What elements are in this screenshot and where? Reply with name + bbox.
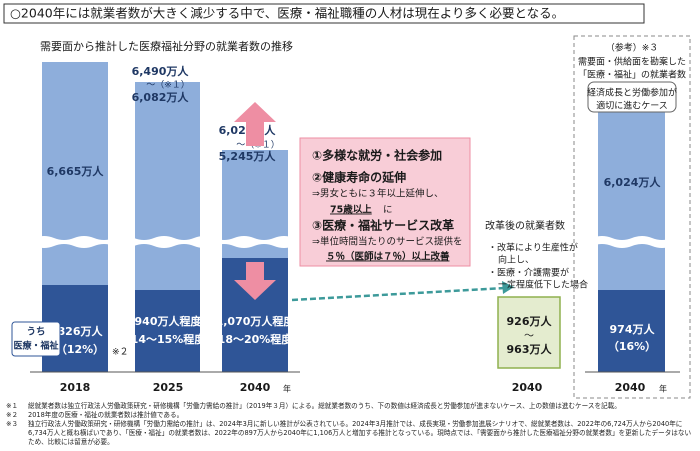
- bar-total: [598, 110, 665, 290]
- title: ○2040年には就業者数が大きく減少する中で、医療・福祉職種の人材は現在より多く…: [10, 6, 564, 21]
- down-arrow: [234, 262, 276, 300]
- condition: ・改革により生産性が: [488, 242, 578, 254]
- chart-title: 需要面から推計した医療福祉分野の就業者数の推移: [40, 39, 293, 53]
- up-arrow: [234, 102, 276, 146]
- reform-detail: ⇒男女ともに３年以上延伸し、: [312, 188, 443, 200]
- legend-label: 医療・福祉: [13, 340, 58, 352]
- footnote: ※２ 2018年度の医療・福祉の就業者数は推計値である。: [6, 411, 694, 420]
- case-line: 適切に進むケース: [596, 100, 668, 112]
- bar-medical: [598, 290, 665, 372]
- condition: 向上し、: [498, 254, 534, 266]
- footnote-text: 総就業者数は独立行政法人労働政策研究・研修機構「労働力需給の推計」（2019年３…: [28, 402, 621, 410]
- reference-box: [573, 35, 691, 399]
- condition: 一定程度低下した場合: [498, 279, 588, 291]
- medical-label: 974万人: [610, 322, 656, 336]
- legend-label: うち: [26, 327, 45, 338]
- reform-detail: に: [383, 205, 393, 216]
- footnote-mark: ※１: [6, 402, 19, 410]
- legend-box: [11, 321, 61, 357]
- medical-label: 1,070万人程度: [216, 314, 296, 328]
- total-label: 6,665万人: [47, 164, 105, 178]
- share-label: （16%）: [608, 340, 656, 353]
- after-box: [497, 296, 561, 369]
- after-tilde: ～: [524, 331, 534, 342]
- case-box: [587, 81, 677, 113]
- footnote-text: 独立行政法人労働政策研究・研修機構「労働力需給の推計」は、2024年3月に新しい…: [28, 420, 692, 446]
- year-label: 2040: [512, 381, 543, 394]
- reform-item: ①多様な就労・社会参加: [312, 148, 442, 163]
- reform-item: ②健康寿命の延伸: [312, 170, 406, 185]
- reform-target: ５％（医師は７％）以上改善: [326, 251, 450, 263]
- title-box: [3, 3, 645, 24]
- footnotes: ※１ 総就業者数は独立行政法人労働政策研究・研修機構「労働力需給の推計」（2019…: [6, 402, 694, 447]
- after-high: 963万人: [507, 342, 553, 356]
- reform-detail: ⇒単位時間当たりのサービス提供を: [312, 236, 462, 248]
- bar-medical: [135, 290, 200, 372]
- reference-line: 「医療・福祉」の就業者数: [578, 69, 686, 81]
- note-mark: ※２: [112, 348, 129, 358]
- reform-item: ③医療・福祉サービス改革: [312, 218, 454, 233]
- footnote: ※３ 独立行政法人労働政策研究・研修機構「労働力需給の推計」は、2024年3月に新…: [6, 420, 694, 447]
- axis-break: [592, 236, 672, 248]
- medical-label: 940万人程度: [135, 314, 203, 328]
- footnote-text: 2018年度の医療・福祉の就業者数は推計値である。: [28, 411, 184, 419]
- footnote-mark: ※３: [6, 420, 19, 428]
- footnote-mark: ※２: [6, 411, 19, 419]
- share-label: （12%）: [56, 343, 104, 356]
- total-label: 6,082万人: [132, 90, 190, 104]
- range-note: ～（※１）: [146, 80, 190, 91]
- share-label: （14～15%程度）: [120, 332, 217, 346]
- reference-line: 需要面・供給面を勘案した: [578, 56, 686, 68]
- reform-target: 75歳以上: [330, 204, 372, 216]
- year-label: 2018: [60, 381, 91, 394]
- total-label: 6,490万人: [132, 64, 190, 78]
- total-label: 5,245万人: [219, 149, 277, 163]
- bar-total: [135, 82, 200, 290]
- year-label: 2040: [615, 381, 646, 394]
- connector-head: [502, 281, 514, 294]
- axis-break: [34, 236, 314, 248]
- reference-heading: （参考）※３: [606, 42, 659, 54]
- share-label: （18～20%程度）: [207, 332, 304, 346]
- medical-label: 826万人: [58, 324, 104, 338]
- year-unit: 年: [659, 384, 667, 394]
- after-low: 926万人: [507, 314, 553, 328]
- total-label: 6,024万人: [604, 175, 662, 189]
- reform-box: [299, 137, 471, 267]
- figure: ○2040年には就業者数が大きく減少する中で、医療・福祉職種の人材は現在より多く…: [3, 3, 691, 399]
- year-unit: 年: [283, 384, 291, 394]
- condition: ・医療・介護需要が: [488, 267, 569, 279]
- case-line: 経済成長と労働参加が: [587, 87, 677, 99]
- connector: [291, 286, 506, 302]
- after-title: 改革後の就業者数: [485, 219, 565, 232]
- bar-total: [42, 62, 108, 285]
- year-label: 2040: [240, 381, 271, 394]
- year-label: 2025: [153, 381, 184, 394]
- footnote: ※１ 総就業者数は独立行政法人労働政策研究・研修機構「労働力需給の推計」（2019…: [6, 402, 694, 411]
